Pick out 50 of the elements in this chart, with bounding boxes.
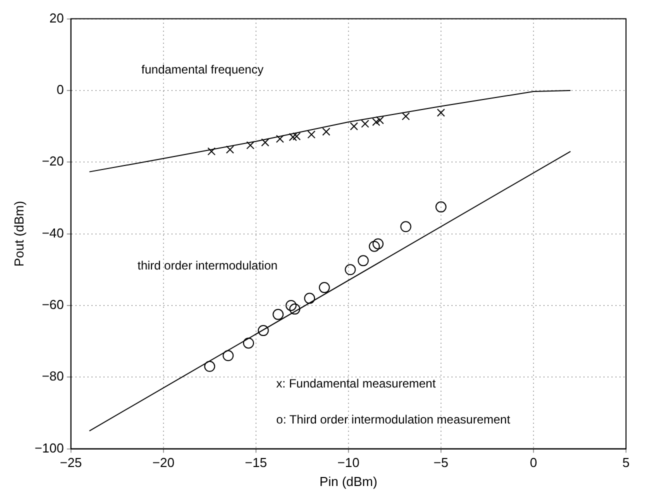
point xyxy=(400,221,412,232)
point xyxy=(304,292,316,304)
point xyxy=(318,282,330,294)
annotation: fundamental frequency xyxy=(141,62,264,77)
y-tick-label: −80 xyxy=(42,368,64,384)
y-axis-title: Pout (dBm) xyxy=(11,200,26,267)
y-tick-label: −100 xyxy=(34,440,64,456)
annotation: third order intermodulation xyxy=(137,258,278,272)
point xyxy=(204,360,216,372)
x-tick-label: 0 xyxy=(530,455,538,470)
point xyxy=(322,128,330,136)
point xyxy=(372,118,380,126)
point xyxy=(261,138,270,146)
y-tick-label: −60 xyxy=(42,297,64,312)
point xyxy=(243,338,254,349)
point xyxy=(272,308,284,320)
point xyxy=(222,350,234,362)
y-tick-label: 0 xyxy=(56,82,64,98)
point xyxy=(368,240,380,252)
point xyxy=(292,132,301,140)
y-tick-label: −20 xyxy=(42,154,64,169)
y-tick-label: −40 xyxy=(42,225,64,240)
point xyxy=(358,255,369,266)
x-axis-title: Pin (dBm) xyxy=(320,474,378,489)
point xyxy=(402,112,410,120)
x-tick-label: −25 xyxy=(60,455,82,470)
point xyxy=(344,264,356,276)
point xyxy=(361,120,370,128)
x-tick-label: −5 xyxy=(434,455,448,470)
point xyxy=(246,141,254,150)
point xyxy=(276,134,284,143)
y-tick-label: 20 xyxy=(49,10,64,26)
point xyxy=(436,108,445,117)
x-tick-label: −20 xyxy=(152,455,174,470)
point xyxy=(289,304,300,315)
point xyxy=(226,146,234,154)
point xyxy=(207,147,216,156)
point xyxy=(376,116,384,124)
point xyxy=(286,300,297,311)
annotation: o: Third order intermodulation measurement xyxy=(276,412,511,426)
annotation: x: Fundamental measurement xyxy=(276,376,436,391)
point xyxy=(307,130,316,139)
x-tick-label: 5 xyxy=(622,455,630,470)
x-tick-label: −10 xyxy=(337,455,360,470)
point xyxy=(288,133,297,142)
point xyxy=(372,238,384,250)
point xyxy=(258,325,269,336)
point xyxy=(435,201,446,212)
x-tick-label: −15 xyxy=(244,455,267,470)
point xyxy=(350,122,358,130)
